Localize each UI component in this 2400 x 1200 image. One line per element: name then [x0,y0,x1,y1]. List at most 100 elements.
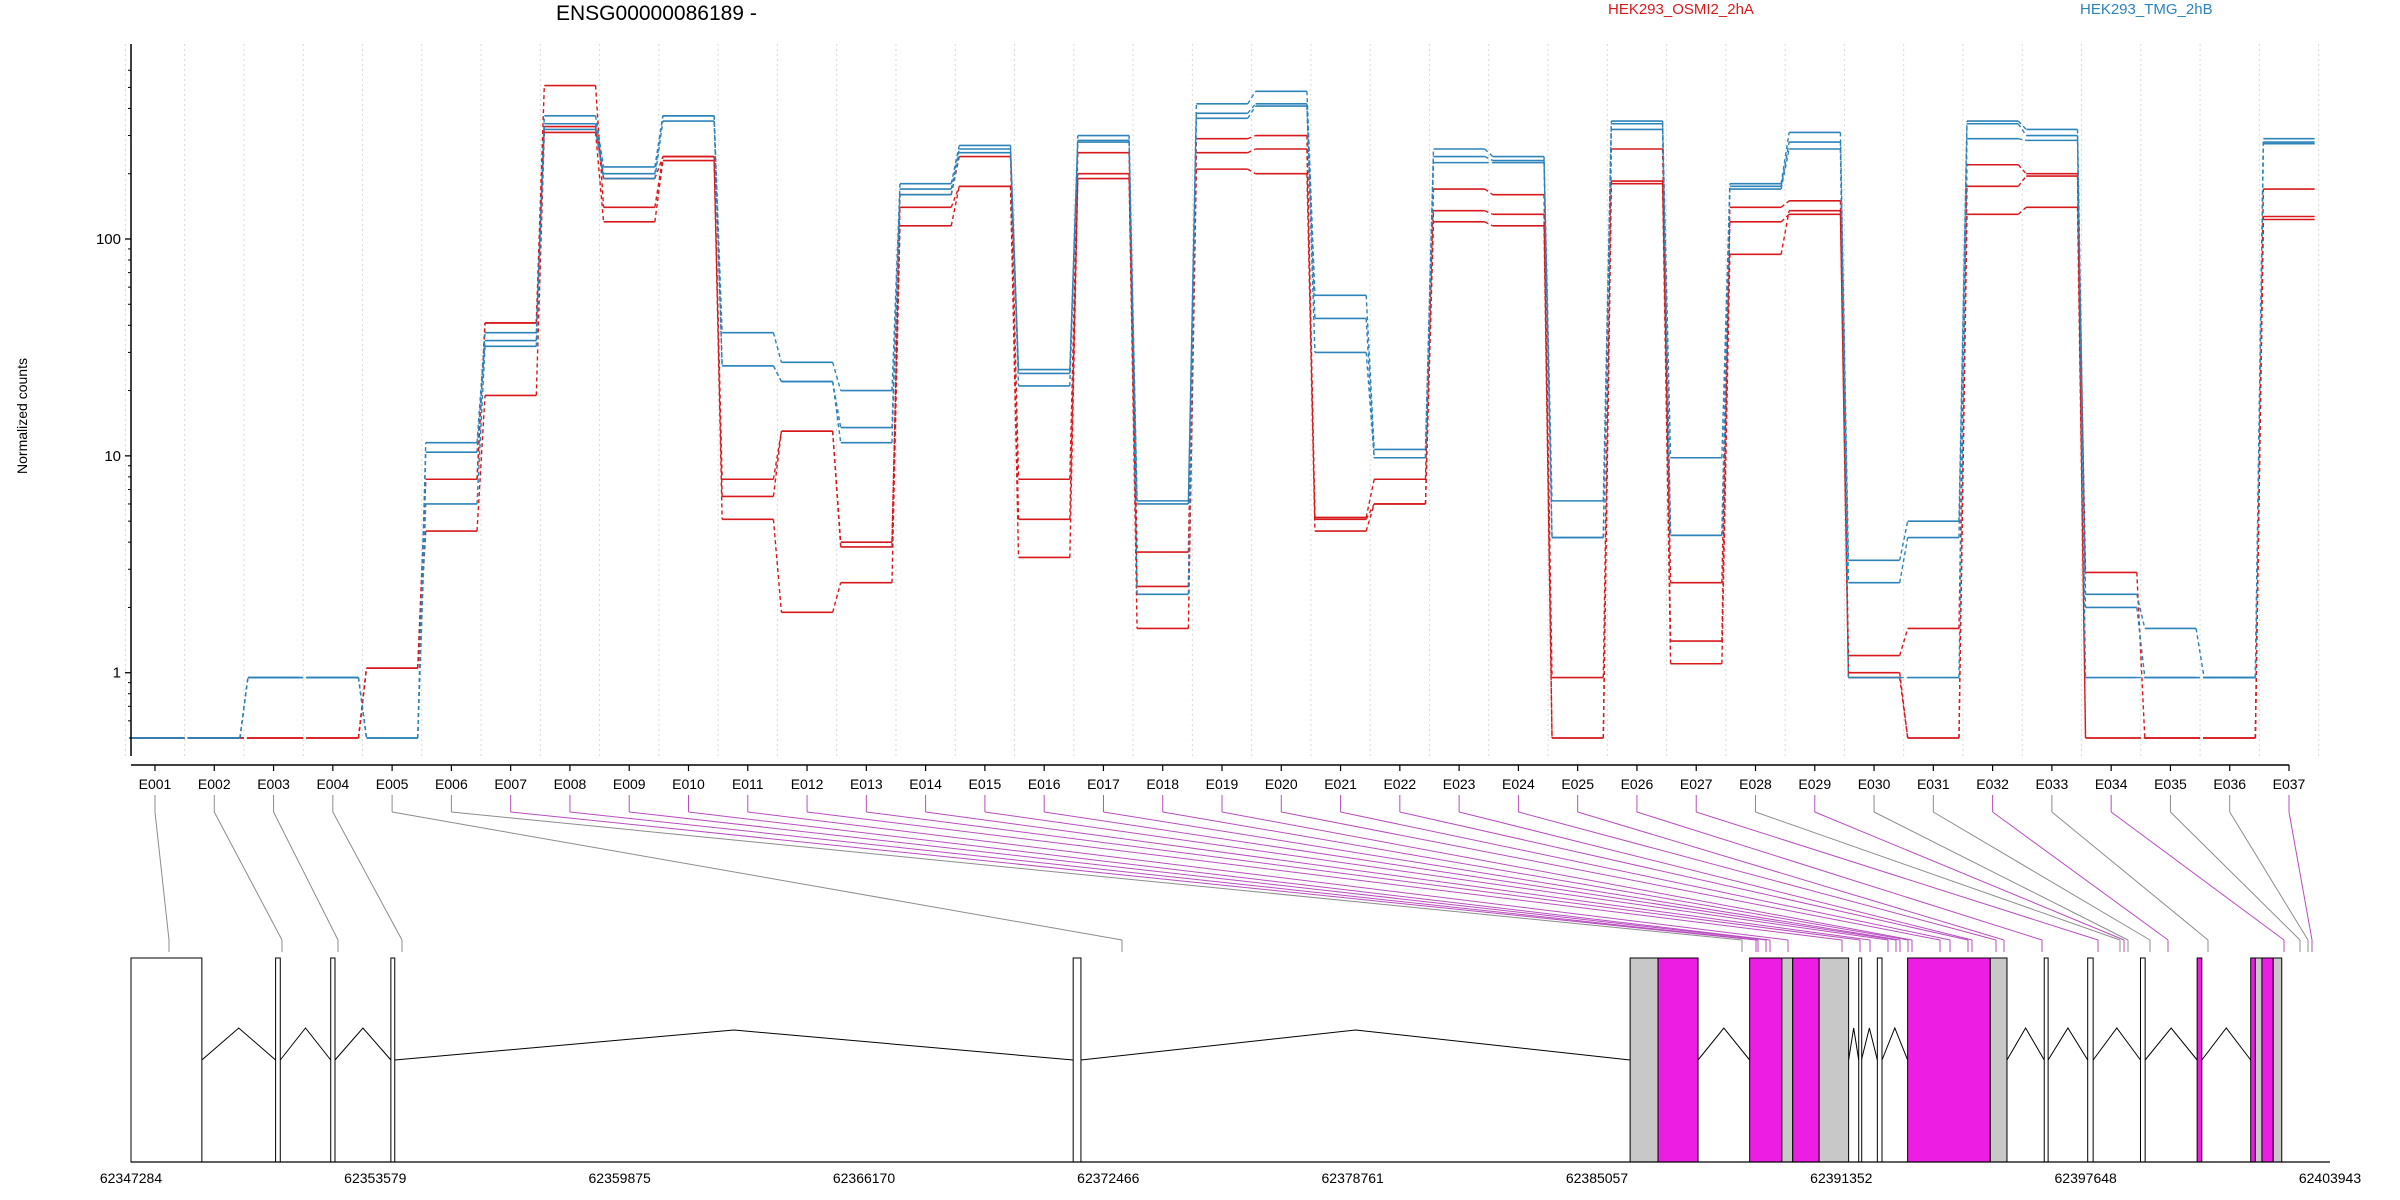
exon-block [2087,957,2094,1163]
series-connector [1721,189,1731,536]
series-connector [654,160,664,222]
x-tick-label-e018: E018 [1146,776,1179,792]
series-connector [654,156,664,208]
series-connector [654,120,664,179]
exon-block [2196,957,2203,1163]
x-tick-label-e019: E019 [1206,776,1239,792]
series-connector [1306,106,1316,353]
series-connector [1009,152,1020,387]
series-connector [2136,607,2146,678]
series-connector [2017,123,2027,136]
series-connector [1543,225,1553,739]
connector-line [1933,811,2151,941]
x-tick-label-e035: E035 [2154,776,2187,792]
x-tick-label-e011: E011 [732,776,764,792]
exon-block [330,957,336,1163]
x-tick-label-e009: E009 [613,776,646,792]
series-connector [772,519,783,613]
connector-line [1340,811,1951,941]
series-connector [772,332,783,363]
connector-line [1636,811,2043,941]
exon-block [2254,957,2263,1163]
exon-block [1989,957,2008,1163]
series-connector [1484,221,1494,227]
x-tick-label-e032: E032 [1976,776,2009,792]
series-connector [772,431,783,497]
exon-block [1792,957,1820,1163]
y-tick-label: 1 [113,665,121,682]
connector-line [569,811,1759,941]
x-tick-label-e017: E017 [1087,776,1120,792]
series-connector [2254,219,2265,739]
series-0 [129,84,2315,739]
connector-line [1814,811,2125,941]
series-connector [1899,537,1909,583]
series-connector [1602,183,1613,739]
connector-line [1992,811,2169,941]
exon-block [2250,957,2256,1163]
genomic-coordinate-label: 62397648 [2055,1170,2118,1186]
series-connector [1247,103,1257,114]
x-tick-label-e007: E007 [494,776,527,792]
x-tick-label-e006: E006 [435,776,468,792]
series-connector [1069,152,1079,480]
x-tick-label-e015: E015 [969,776,1002,792]
intron [1881,1026,1909,1061]
x-tick-label-e033: E033 [2036,776,2069,792]
series-connector [2136,594,2146,629]
connector-line [2288,811,2313,941]
x-tick-label-e037: E037 [2273,776,2306,792]
series-connector [950,152,960,195]
x-tick-label-e005: E005 [376,776,409,792]
series-connector [1721,254,1731,664]
exon-block [1858,957,1863,1163]
connector-line [213,811,283,941]
x-tick-label-e010: E010 [672,776,705,792]
intron [2144,1027,2198,1061]
genomic-coordinate-label: 62403943 [2299,1170,2362,1186]
connector-line [332,811,403,941]
series-connector [357,668,368,739]
connector-line [1696,811,2099,941]
series-connector [1898,672,1909,739]
series-connector [1484,148,1494,158]
series-4 [129,103,2315,739]
intron [1080,1029,1631,1061]
series-connector [2017,164,2027,175]
series-connector [1721,207,1731,642]
genomic-coordinate-label: 62366170 [833,1170,896,1186]
connector-line [2110,811,2285,941]
exon-block [2261,957,2274,1163]
series-connector [1543,214,1553,739]
series-connector [1306,173,1316,532]
connector-line [1221,811,1913,941]
series-connector [476,346,486,505]
intron [201,1027,276,1061]
exon-block [1657,957,1699,1163]
series-connector [1424,221,1435,504]
x-tick-label-e024: E024 [1502,776,1535,792]
series-connector [594,126,605,179]
series-connector [2076,207,2087,739]
x-tick-label-e003: E003 [257,776,290,792]
connector-line [925,811,1871,941]
exon-block [1072,957,1082,1163]
series-connector [2017,206,2027,215]
x-tick-label-e004: E004 [316,776,349,792]
exon-block [1907,957,1991,1163]
x-tick-label-e016: E016 [1028,776,1061,792]
connector-line [1399,811,1969,941]
series-3 [129,90,2315,739]
series-1 [129,125,2315,739]
intron [279,1027,332,1061]
intron [1697,1027,1751,1061]
series-connector [1069,178,1079,558]
chart-title: ENSG00000086189 - [556,2,757,25]
series-connector [2018,138,2027,142]
series-connector [1128,140,1138,504]
x-tick-label-e029: E029 [1798,776,1831,792]
series-connector [594,129,605,179]
series-connector [1484,188,1494,196]
x-tick-label-e031: E031 [1917,776,1950,792]
